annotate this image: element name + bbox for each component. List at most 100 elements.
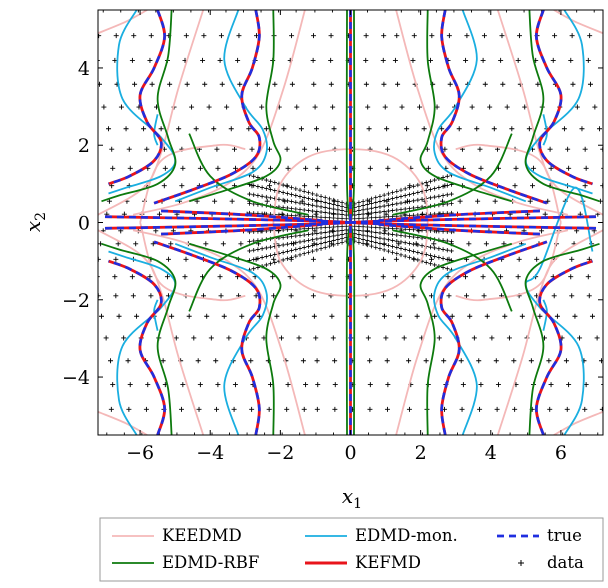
data-point (411, 241, 416, 247)
data-point (360, 211, 366, 217)
data-point (327, 229, 332, 235)
data-point (259, 185, 265, 190)
data-point (381, 33, 387, 39)
data-point (548, 165, 554, 171)
data-point (314, 358, 320, 364)
data-point (302, 251, 307, 256)
data-point (314, 214, 320, 220)
data-point (373, 225, 378, 230)
data-point (561, 126, 567, 132)
data-point (380, 274, 386, 280)
data-point (310, 191, 315, 197)
data-point (427, 57, 433, 63)
data-point (352, 224, 357, 229)
data-point (285, 205, 290, 211)
data-point (153, 228, 159, 234)
data-point (161, 183, 167, 189)
data-point (411, 184, 416, 189)
data-point (313, 335, 319, 341)
data-point (365, 10, 370, 13)
data-point (272, 180, 277, 185)
data-point (98, 81, 103, 87)
data-point (569, 293, 575, 299)
data-point (302, 183, 308, 189)
data-point (566, 382, 572, 388)
series-curve (496, 229, 603, 435)
data-point (255, 247, 261, 252)
series-curve (108, 10, 166, 186)
data-point (512, 406, 518, 412)
data-point (574, 104, 580, 110)
data-point (229, 198, 235, 204)
data-point (323, 235, 328, 240)
data-point (491, 126, 497, 132)
data-point (284, 146, 290, 152)
y-axis-label-sub: 2 (33, 212, 49, 221)
series-curve (439, 240, 548, 435)
data-point (467, 313, 473, 319)
data-point (101, 104, 107, 110)
data-point (176, 126, 182, 132)
series-curve (395, 10, 569, 216)
data-point (516, 256, 522, 262)
data-point (323, 210, 328, 215)
data-point (407, 146, 413, 152)
data-point (601, 384, 603, 386)
data-point (170, 10, 176, 13)
data-point (428, 179, 433, 184)
data-point (483, 241, 489, 247)
data-point (592, 104, 598, 110)
data-point (383, 211, 389, 217)
data-point (251, 266, 256, 271)
data-point (517, 33, 523, 39)
data-point (383, 432, 389, 435)
data-point (327, 215, 332, 220)
data-point (339, 200, 345, 205)
data-point (329, 10, 335, 13)
data-point (148, 293, 154, 299)
series-curve (161, 209, 323, 222)
data-point (381, 198, 387, 203)
data-point (478, 165, 484, 171)
data-point (248, 358, 254, 364)
data-point (369, 196, 374, 202)
data-point (406, 358, 412, 364)
data-point (106, 126, 112, 132)
data-point (428, 293, 434, 299)
data-point (577, 432, 583, 435)
data-point (552, 33, 558, 39)
data-point (367, 406, 373, 412)
data-point (302, 146, 308, 152)
data-point (547, 406, 553, 412)
data-point (468, 10, 474, 13)
data-point (315, 165, 321, 171)
data-point (323, 200, 328, 205)
data-point (537, 313, 543, 319)
data-point (423, 358, 429, 364)
data-point (244, 432, 250, 435)
series-curve (378, 223, 540, 236)
data-point (481, 293, 487, 299)
data-point (289, 248, 294, 253)
data-layer (98, 10, 603, 435)
data-point (511, 358, 517, 364)
data-point (585, 57, 591, 63)
series-curve (553, 410, 603, 435)
data-point (521, 10, 527, 13)
series-curve (433, 242, 527, 435)
data-point (310, 231, 315, 237)
data-point (393, 256, 399, 262)
data-point (377, 246, 383, 251)
data-point (134, 313, 140, 319)
data-point (403, 247, 408, 252)
data-point (419, 243, 425, 248)
data-point (385, 165, 391, 171)
data-point (428, 195, 433, 200)
data-point (297, 239, 303, 245)
data-point (384, 126, 390, 132)
data-point (297, 187, 303, 193)
data-point (356, 208, 362, 213)
data-point (502, 313, 508, 319)
data-point (180, 165, 186, 171)
data-point (200, 57, 206, 63)
